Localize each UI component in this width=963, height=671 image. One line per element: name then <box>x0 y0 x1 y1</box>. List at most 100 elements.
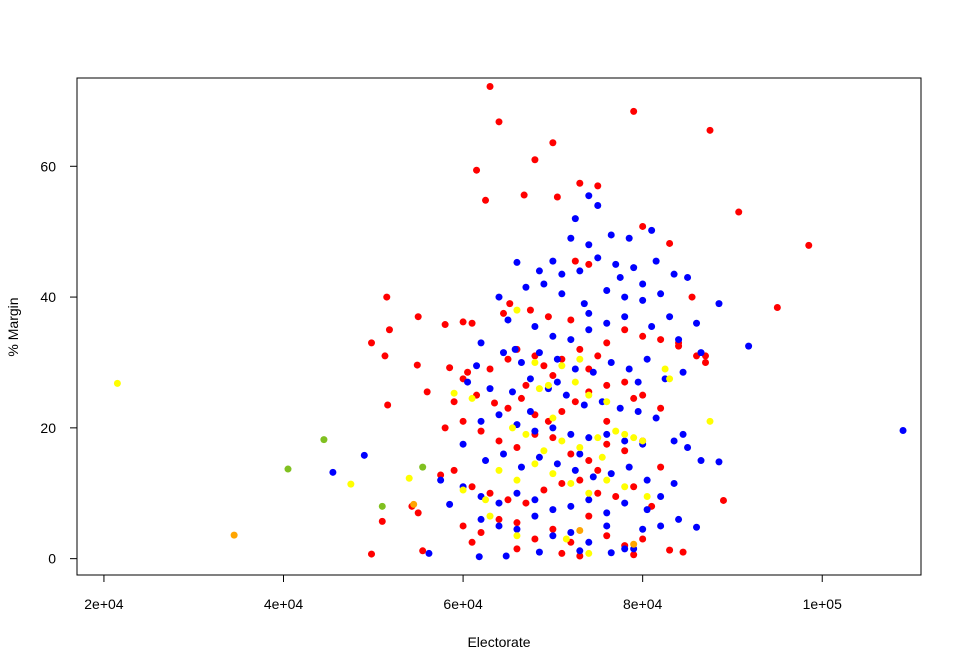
data-point-red <box>459 417 467 425</box>
data-point-red <box>414 313 422 321</box>
data-point-blue <box>446 500 454 508</box>
data-point-yellow <box>585 391 593 399</box>
data-point-blue <box>639 525 647 533</box>
data-point-blue <box>643 476 651 484</box>
data-point-red <box>571 257 579 265</box>
data-point-blue <box>675 336 683 344</box>
data-point-red <box>385 326 393 334</box>
data-point-blue <box>513 258 521 266</box>
data-point-green <box>320 436 328 444</box>
data-point-blue <box>558 270 566 278</box>
data-point-blue <box>482 457 490 465</box>
data-point-red <box>702 358 710 366</box>
data-point-yellow <box>482 496 490 504</box>
data-point-red <box>468 483 476 491</box>
data-point-yellow <box>567 479 575 487</box>
data-point-blue <box>693 523 701 531</box>
data-point-blue <box>648 323 656 330</box>
x-tick-label: 8e+04 <box>623 596 663 612</box>
data-point-blue <box>634 408 642 416</box>
data-point-red <box>603 381 611 389</box>
data-point-red <box>504 496 512 504</box>
data-point-blue <box>585 309 593 317</box>
data-point-red <box>459 522 467 530</box>
data-point-blue <box>526 408 534 416</box>
data-point-yellow <box>598 453 606 461</box>
data-point-blue <box>535 267 543 275</box>
data-point-blue <box>639 280 647 288</box>
data-point-blue <box>495 499 503 507</box>
data-point-red <box>531 156 539 164</box>
y-axis: 0 20 40 60 <box>40 158 78 567</box>
data-point-blue <box>502 552 510 560</box>
data-point-blue <box>571 466 579 474</box>
data-point-blue <box>616 404 624 412</box>
data-point-red <box>621 378 629 386</box>
data-point-yellow <box>603 476 611 484</box>
data-point-blue <box>499 450 507 458</box>
data-point-blue <box>567 528 575 536</box>
data-point-red <box>558 479 566 487</box>
data-point-yellow <box>621 483 629 491</box>
data-point-blue <box>607 358 615 366</box>
data-point-blue <box>745 342 753 350</box>
data-point-red <box>576 552 584 560</box>
data-point-red <box>477 427 485 435</box>
data-point-blue <box>499 349 507 357</box>
data-point-red <box>473 166 481 174</box>
data-point-blue <box>477 515 485 523</box>
data-point-blue <box>567 234 575 242</box>
data-point-red <box>679 548 687 556</box>
data-point-orange <box>576 527 584 535</box>
data-point-blue <box>899 426 907 434</box>
data-point-red <box>585 512 593 520</box>
data-point-blue <box>576 267 584 275</box>
data-point-blue <box>562 391 570 399</box>
data-point-yellow <box>347 480 355 488</box>
data-point-blue <box>630 264 638 272</box>
data-point-yellow <box>513 532 521 540</box>
data-point-yellow <box>508 424 516 432</box>
data-point-blue <box>531 512 539 520</box>
data-point-red <box>639 535 647 543</box>
data-point-red <box>773 304 781 312</box>
data-point-blue <box>679 430 687 438</box>
data-point-red <box>486 489 494 497</box>
data-point-blue <box>567 430 575 438</box>
data-point-red <box>482 196 490 204</box>
data-point-red <box>413 361 421 369</box>
data-point-red <box>594 352 602 360</box>
data-point-red <box>495 118 503 126</box>
data-point-red <box>522 499 530 507</box>
data-point-red <box>621 326 629 334</box>
x-axis: 2e+04 4e+04 6e+04 8e+04 1e+05 <box>84 574 842 612</box>
data-point-red <box>553 193 561 201</box>
data-point-blue <box>535 349 543 357</box>
data-point-yellow <box>522 430 530 438</box>
data-point-blue <box>571 215 579 223</box>
data-point-red <box>603 417 611 425</box>
data-point-blue <box>508 388 516 396</box>
data-point-red <box>630 483 638 491</box>
data-point-blue <box>549 532 557 540</box>
data-point-blue <box>576 547 584 555</box>
data-point-blue <box>567 336 575 344</box>
data-point-red <box>450 398 458 406</box>
data-point-blue <box>531 496 539 504</box>
data-point-red <box>381 352 389 360</box>
data-point-red <box>464 368 472 376</box>
data-point-blue <box>459 440 467 448</box>
data-point-blue <box>652 257 660 265</box>
data-point-red <box>520 191 528 199</box>
data-point-blue <box>576 450 584 458</box>
data-point-blue <box>670 479 678 487</box>
data-point-yellow <box>486 512 494 520</box>
data-point-yellow <box>549 414 557 422</box>
data-point-red <box>603 339 611 347</box>
data-point-blue <box>607 231 615 239</box>
data-point-yellow <box>544 381 552 389</box>
data-point-red <box>384 401 392 409</box>
data-point-yellow <box>540 447 548 455</box>
data-point-blue <box>571 365 579 373</box>
data-point-red <box>441 321 449 329</box>
